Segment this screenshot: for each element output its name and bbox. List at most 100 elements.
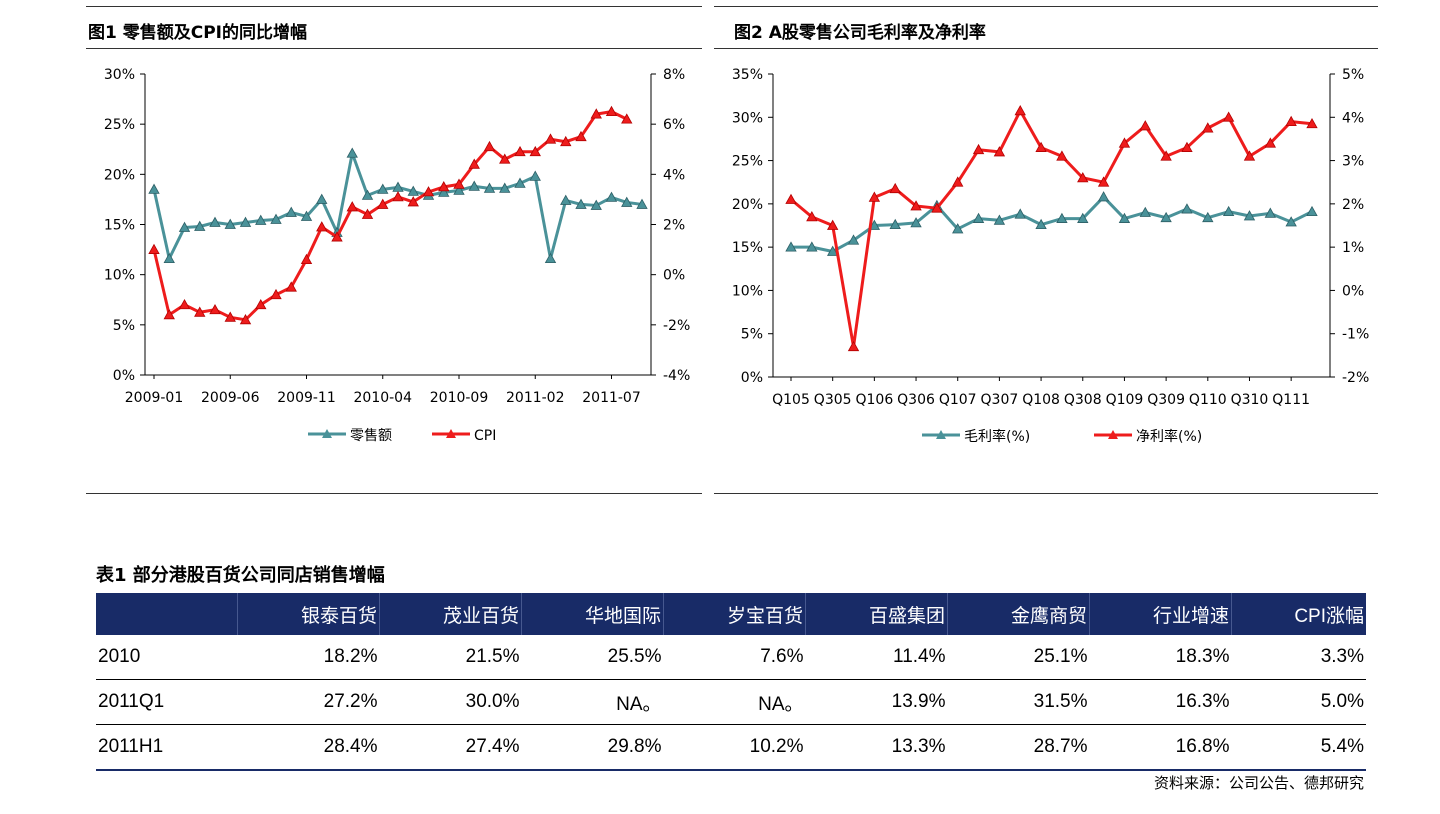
figure2-bottom-rule bbox=[714, 493, 1378, 494]
figure1-data-point bbox=[605, 105, 618, 117]
figure1-data-point bbox=[316, 221, 328, 232]
figure1-data-point bbox=[377, 183, 389, 194]
figure2-series-b bbox=[785, 104, 1318, 352]
header-cell bbox=[96, 593, 238, 635]
figure1-data-point bbox=[514, 177, 526, 188]
table-cell: 31.5% bbox=[947, 679, 1090, 725]
figure1-right-tick-label: 8% bbox=[663, 67, 685, 83]
figure1-data-point bbox=[468, 180, 480, 191]
figure1-bottom-rule bbox=[86, 493, 702, 494]
figure2-title: 图2 A股零售公司毛利率及净利率 bbox=[734, 23, 986, 43]
table-cell: 16.8% bbox=[1089, 724, 1232, 771]
figure2-right-tick-label: 0% bbox=[1342, 283, 1364, 299]
figure1-data-point bbox=[209, 303, 221, 315]
header-cell: 金鹰商贸 bbox=[947, 593, 1090, 635]
figure2-data-point bbox=[1035, 141, 1047, 152]
figure1-data-point bbox=[483, 182, 496, 193]
figure1-left-tick-label: 15% bbox=[104, 218, 135, 234]
table-row: 2011Q1 27.2% 30.0% NA。 NA。 13.9% 31.5% 1… bbox=[96, 679, 1366, 725]
figure2-legend-label: 净利率(%) bbox=[1136, 428, 1202, 445]
figure1-data-point bbox=[300, 210, 313, 221]
figure2-data-point bbox=[1160, 150, 1172, 161]
figure2-data-point bbox=[1243, 210, 1256, 221]
header-cell: 岁宝百货 bbox=[663, 593, 806, 635]
figure2-data-point bbox=[910, 217, 922, 228]
figure1-data-point bbox=[636, 198, 648, 209]
source-note: 资料来源：公司公告、德邦研究 bbox=[1153, 774, 1364, 792]
table-cell: 10.2% bbox=[663, 724, 806, 771]
figure1-data-point bbox=[148, 183, 160, 194]
figure2-left-tick-label: 30% bbox=[732, 110, 763, 126]
figure1-data-point bbox=[575, 130, 587, 142]
figure1-x-tick-label: 2010-04 bbox=[354, 390, 413, 406]
figure1-data-point bbox=[560, 135, 572, 147]
figure1-data-point bbox=[483, 140, 496, 152]
figure2-title-rule bbox=[714, 48, 1378, 49]
table-cell: 18.2% bbox=[237, 635, 380, 680]
figure1-data-point bbox=[178, 298, 191, 310]
figure2-data-point bbox=[847, 234, 860, 245]
figure2-x-tick-label: Q310 bbox=[1231, 392, 1269, 408]
table-cell: NA。 bbox=[521, 679, 664, 725]
figure2-data-point bbox=[972, 143, 985, 155]
figure2-series-line bbox=[790, 109, 1313, 349]
figure1-legend-label: CPI bbox=[474, 428, 496, 444]
figure1-data-point bbox=[438, 181, 450, 192]
figure2-x-tick-label: Q306 bbox=[897, 392, 935, 408]
figure1-right-tick-label: 0% bbox=[663, 268, 685, 284]
figure2-data-point bbox=[1243, 150, 1256, 161]
figure1-x-tick-label: 2011-07 bbox=[582, 390, 641, 406]
figure1-data-point bbox=[605, 191, 618, 202]
figure1-data-point bbox=[178, 221, 191, 232]
figure2-left-tick-label: 20% bbox=[732, 197, 763, 213]
figure2-data-point bbox=[1118, 212, 1131, 223]
figure1-series-line bbox=[152, 110, 628, 322]
figure2-data-point bbox=[1181, 141, 1193, 152]
figure1-data-point bbox=[621, 113, 633, 124]
figure2-data-point bbox=[1035, 218, 1047, 230]
figure2-data-point bbox=[827, 219, 839, 230]
figure1-data-point bbox=[239, 313, 252, 325]
figure1-data-point bbox=[209, 216, 221, 227]
header-cell: 华地国际 bbox=[521, 593, 664, 635]
figure1-data-point bbox=[346, 201, 358, 212]
figure2-data-point bbox=[1285, 216, 1297, 227]
figure1-left-tick-label: 5% bbox=[113, 318, 135, 334]
figure1-right-tick-label: -4% bbox=[663, 368, 690, 384]
figure1-data-point bbox=[285, 281, 297, 292]
figure1-data-point bbox=[560, 194, 572, 205]
figure1-data-point bbox=[148, 243, 160, 254]
table-cell: 13.9% bbox=[805, 679, 948, 725]
figure2-data-point bbox=[1306, 117, 1318, 129]
figure1-x-tick-label: 2011-02 bbox=[506, 390, 565, 406]
figure1-data-point bbox=[316, 193, 328, 204]
table-cell: 11.4% bbox=[805, 635, 948, 680]
figure1-legend-label: 零售额 bbox=[350, 428, 392, 444]
figure1-data-point bbox=[499, 182, 511, 193]
figure2-left-tick-label: 5% bbox=[741, 327, 763, 343]
table-header-row: 银泰百货 茂业百货 华地国际 岁宝百货 百盛集团 金鹰商贸 行业增速 CPI涨幅 bbox=[96, 593, 1366, 635]
figure1-data-point bbox=[575, 198, 587, 209]
figure2-data-point bbox=[1264, 207, 1276, 218]
figure1-data-point bbox=[346, 147, 358, 158]
figure2-data-point bbox=[1222, 111, 1235, 122]
table-row: 2010 18.2% 21.5% 25.5% 7.6% 11.4% 25.1% … bbox=[96, 635, 1366, 680]
figure1-chart: 0% 5% 10% 15% 20% 25% 30% -4% -2% 0% 2% 4% 6% 8% 2009-… bbox=[104, 67, 690, 444]
header-cell: CPI涨幅 bbox=[1231, 593, 1366, 635]
table-cell: 25.5% bbox=[521, 635, 664, 680]
figure1-data-point bbox=[163, 308, 175, 320]
figure2-x-tick-label: Q106 bbox=[855, 392, 893, 408]
figure2-data-point bbox=[952, 223, 964, 234]
figure2-data-point bbox=[1202, 122, 1214, 133]
figure1-data-point bbox=[544, 133, 557, 144]
table-cell: 29.8% bbox=[521, 724, 664, 771]
figure2-data-point bbox=[1056, 212, 1068, 223]
table-cell: 28.7% bbox=[947, 724, 1090, 771]
figure2-data-point bbox=[785, 193, 797, 204]
figure1-data-point bbox=[407, 185, 419, 196]
table-cell: 5.0% bbox=[1231, 679, 1366, 725]
figure2-right-tick-label: -1% bbox=[1342, 327, 1369, 343]
figure1-data-point bbox=[224, 311, 236, 322]
figure2-right-tick-label: -2% bbox=[1342, 370, 1369, 386]
table-row: 2011H1 28.4% 27.4% 29.8% 10.2% 13.3% 28.… bbox=[96, 724, 1366, 771]
